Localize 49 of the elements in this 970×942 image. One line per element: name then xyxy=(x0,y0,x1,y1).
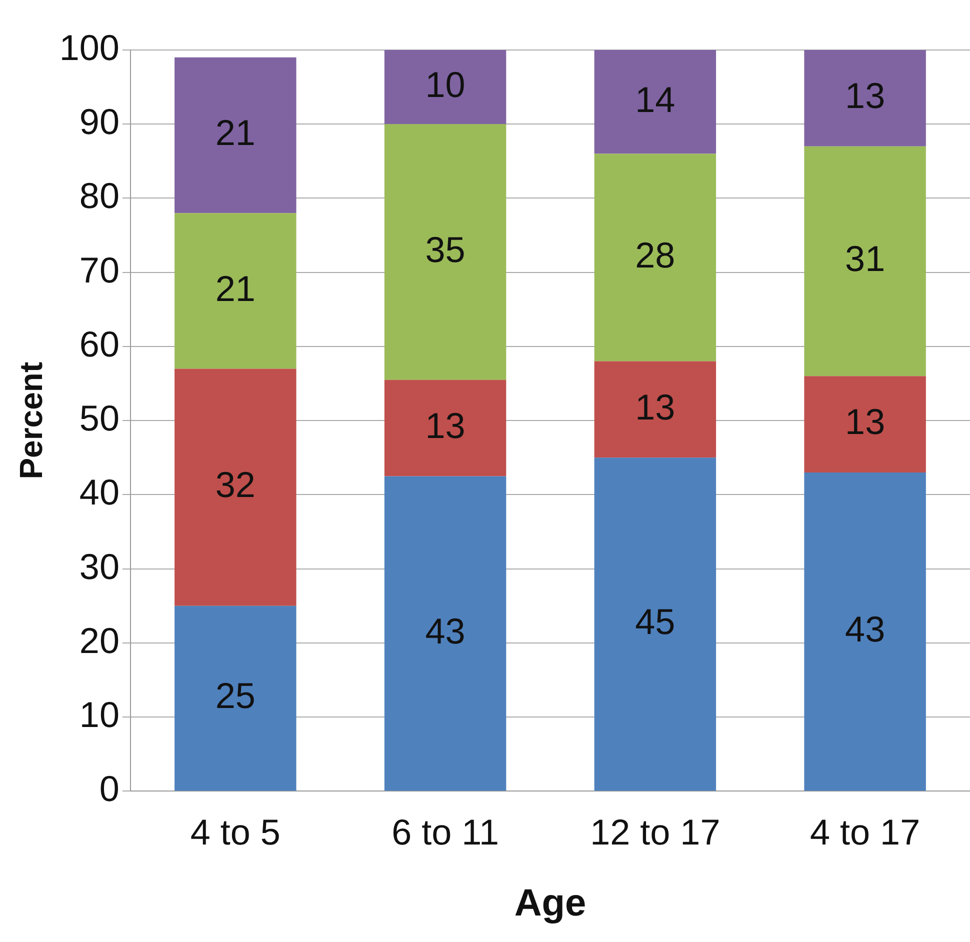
bar xyxy=(174,213,296,369)
y-tick-label: 80 xyxy=(79,175,120,216)
y-tick-label: 100 xyxy=(59,26,120,68)
data-label: 31 xyxy=(845,238,886,280)
bar xyxy=(594,361,716,458)
x-tick-label: 6 to 11 xyxy=(392,812,499,853)
bar xyxy=(594,458,716,791)
y-tick-label: 0 xyxy=(99,768,120,810)
bar xyxy=(384,50,506,124)
y-tick-label: 40 xyxy=(79,472,120,513)
y-tick-label: 20 xyxy=(79,620,120,661)
bar xyxy=(384,380,506,476)
data-label: 25 xyxy=(215,675,256,716)
bar xyxy=(174,368,296,606)
y-tick-label: 30 xyxy=(79,546,120,587)
data-label: 13 xyxy=(425,404,466,446)
data-label: 10 xyxy=(425,64,466,105)
data-label: 13 xyxy=(635,386,676,428)
y-tick-label: 50 xyxy=(79,398,120,439)
x-tick-label: 4 to 5 xyxy=(190,812,280,853)
bar xyxy=(594,50,716,154)
data-label: 32 xyxy=(215,464,256,506)
bar xyxy=(804,472,926,791)
y-tick-label: 90 xyxy=(79,101,120,142)
bar xyxy=(804,376,926,472)
bar xyxy=(174,57,296,214)
bar xyxy=(384,476,506,791)
data-label: 28 xyxy=(635,234,676,276)
y-tick-label: 70 xyxy=(79,249,120,290)
y-axis-title: Percent xyxy=(13,362,50,480)
data-label: 21 xyxy=(215,112,256,154)
data-label: 35 xyxy=(425,228,466,270)
x-tick-label: 4 to 17 xyxy=(810,812,920,853)
bar xyxy=(384,124,506,380)
data-label: 43 xyxy=(425,610,466,652)
bar xyxy=(804,50,926,146)
data-label: 21 xyxy=(215,268,256,309)
y-tick-label: 10 xyxy=(79,694,120,735)
x-tick-label: 12 to 17 xyxy=(590,812,720,853)
bar xyxy=(594,154,716,362)
y-tick-label: 60 xyxy=(79,323,120,364)
bar xyxy=(174,606,296,791)
data-label: 45 xyxy=(635,601,676,642)
data-label: 13 xyxy=(845,401,886,442)
data-label: 14 xyxy=(635,78,676,120)
data-label: 13 xyxy=(845,75,886,116)
data-label: 43 xyxy=(845,608,886,650)
x-axis-title: Age xyxy=(514,882,586,925)
bar xyxy=(804,146,926,376)
